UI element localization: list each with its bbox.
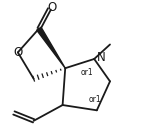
Text: or1: or1 — [89, 95, 102, 104]
Text: N: N — [97, 51, 106, 64]
Text: O: O — [13, 46, 22, 59]
Text: or1: or1 — [81, 68, 94, 77]
Polygon shape — [37, 27, 65, 68]
Text: O: O — [48, 1, 57, 14]
